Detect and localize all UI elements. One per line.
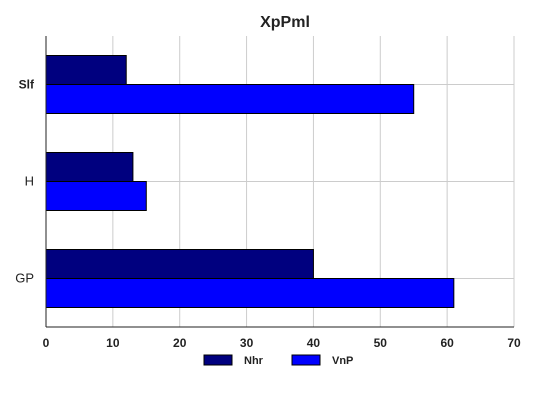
x-tick-label: 40 — [307, 336, 321, 350]
x-tick-label: 70 — [507, 336, 521, 350]
x-tick-label: 30 — [240, 336, 254, 350]
y-tick-label: H — [25, 174, 34, 189]
legend-swatch-vnp — [291, 354, 321, 366]
bar-nhr-slf — [45, 55, 127, 85]
x-tick-label: 60 — [440, 336, 454, 350]
bar-vnp-h — [45, 181, 147, 211]
plot-area: 0 10 20 30 40 50 60 70 Slf H GP — [15, 36, 521, 350]
chart-title: XpPml — [260, 14, 310, 31]
legend-swatch-nhr — [203, 354, 233, 366]
legend-label-nhr: Nhr — [244, 355, 264, 367]
x-tick-label: 10 — [106, 336, 120, 350]
bar-vnp-slf — [45, 84, 415, 114]
y-tick-label: Slf — [19, 78, 35, 92]
bar-vnp-gp — [45, 278, 455, 308]
bar-nhr-h — [45, 152, 134, 182]
x-tick-label: 20 — [173, 336, 187, 350]
x-tick-label: 50 — [374, 336, 388, 350]
x-tick-label: 0 — [43, 336, 50, 350]
y-tick-label: GP — [15, 271, 34, 286]
bar-nhr-gp — [45, 249, 314, 279]
legend-label-vnp: VnP — [332, 355, 353, 367]
legend: Nhr VnP — [203, 354, 353, 367]
